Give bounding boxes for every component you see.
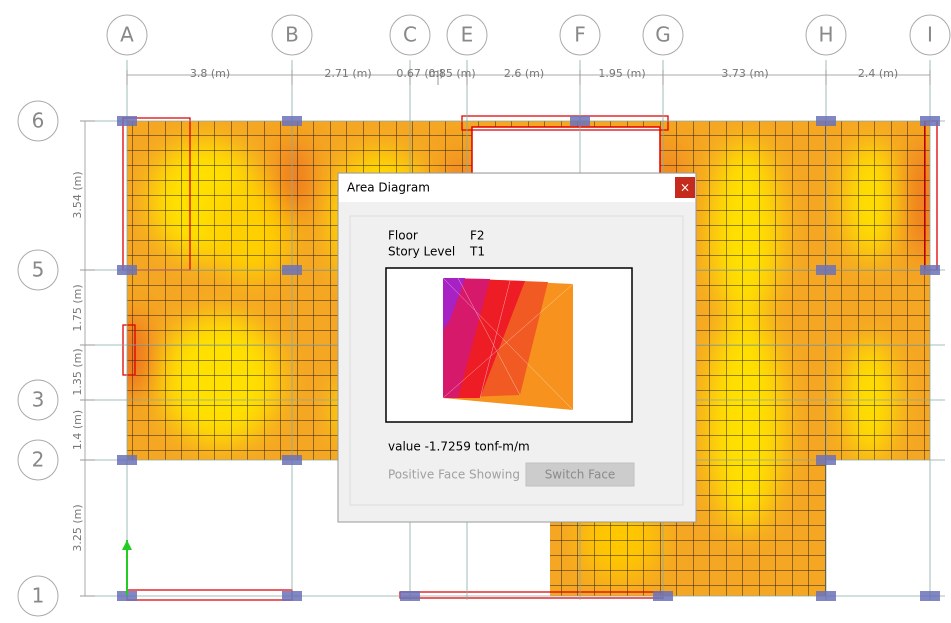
support-marker (282, 265, 302, 275)
support-marker (400, 591, 420, 601)
support-marker (282, 591, 302, 601)
support-marker (570, 116, 590, 126)
grid-column-label: A (120, 23, 134, 47)
support-marker (117, 455, 137, 465)
grid-column-label: E (461, 23, 474, 47)
grid-row-label: 3 (32, 388, 45, 412)
area-shape (443, 278, 573, 410)
support-marker (282, 116, 302, 126)
close-icon[interactable]: × (680, 181, 690, 195)
model-view: ABCEFGHI653213.8 (m)2.71 (m)0.67 (m)0.85… (0, 0, 951, 623)
dimension-label: 1.4 (m) (71, 410, 84, 450)
dialog-title: Area Diagram (347, 181, 430, 195)
grid-column-label: G (655, 23, 671, 47)
support-marker (920, 116, 940, 126)
dimension-label: 2.6 (m) (504, 67, 544, 80)
dimension-label: 1.95 (m) (598, 67, 645, 80)
support-marker (920, 591, 940, 601)
support-marker (816, 455, 836, 465)
area-diagram-dialog: Area Diagram × Floor F2 Story Level T1 v… (338, 173, 696, 522)
grid-column-label: B (285, 23, 299, 47)
support-marker (117, 265, 137, 275)
support-marker (816, 116, 836, 126)
dimension-label: 2.4 (m) (858, 67, 898, 80)
face-status: Positive Face Showing (388, 468, 520, 482)
grid-column-label: H (818, 23, 833, 47)
support-marker (816, 265, 836, 275)
green-arrow (122, 540, 132, 550)
grid-row-label: 6 (32, 109, 45, 133)
support-marker (117, 116, 137, 126)
grid-row-label: 5 (32, 258, 45, 282)
support-marker (653, 591, 673, 601)
page: ABCEFGHI653213.8 (m)2.71 (m)0.67 (m)0.85… (0, 0, 951, 623)
grid-column-label: F (574, 23, 586, 47)
switch-face-label[interactable]: Switch Face (545, 468, 616, 482)
story-label: Story Level (388, 245, 455, 259)
dimension-label: 3.73 (m) (721, 67, 768, 80)
grid-row-label: 2 (32, 448, 45, 472)
floor-label: Floor (388, 229, 418, 243)
support-marker (282, 455, 302, 465)
story-value: T1 (469, 245, 485, 259)
value-text: value -1.7259 tonf-m/m (388, 440, 530, 454)
dimension-label: 1.35 (m) (71, 348, 84, 395)
support-marker (920, 265, 940, 275)
dimension-label: 3.54 (m) (71, 171, 84, 218)
grid-row-label: 1 (32, 584, 45, 608)
floor-value: F2 (470, 229, 485, 243)
dimension-label: 3.8 (m) (190, 67, 230, 80)
grid-column-label: C (403, 23, 417, 47)
dimension-label: 3.25 (m) (71, 504, 84, 551)
support-marker (816, 591, 836, 601)
grid-column-label: I (927, 23, 933, 47)
dimension-label: 1.75 (m) (71, 284, 84, 331)
dimension-label: 0.85 (m) (428, 67, 475, 80)
dimension-label: 2.71 (m) (324, 67, 371, 80)
